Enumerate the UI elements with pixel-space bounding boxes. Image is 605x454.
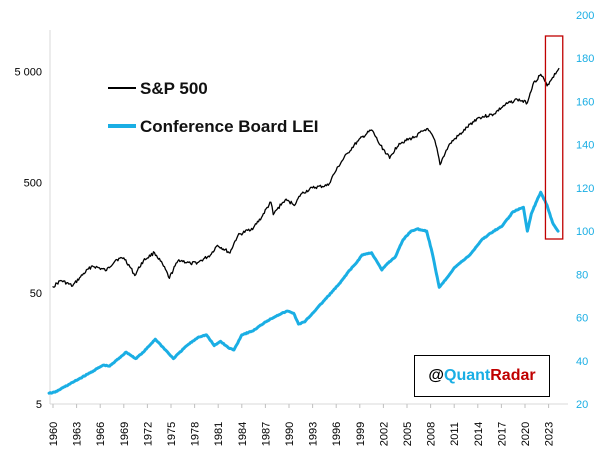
- right-tick-label: 120: [576, 183, 594, 195]
- x-tick-label: 1966: [95, 422, 107, 446]
- right-tick-label: 160: [576, 96, 594, 108]
- right-tick-label: 60: [576, 313, 588, 325]
- left-tick-label: 50: [30, 288, 42, 300]
- highlight-box: [544, 35, 564, 240]
- right-tick-label: 80: [576, 269, 588, 281]
- right-tick-label: 200: [576, 10, 594, 22]
- x-tick-label: 2002: [378, 422, 390, 446]
- x-tick-label: 1990: [284, 422, 296, 446]
- x-axis: 1960 1963 1966 1969 1972 1975 1978 1981 1984 1987…: [48, 404, 556, 446]
- x-tick-label: 2023: [544, 422, 556, 446]
- series-line-lei: [47, 190, 560, 395]
- left-axis: 5 50 500 5 000: [14, 66, 42, 411]
- left-tick-label: 5 000: [14, 66, 42, 78]
- watermark-box: @ Quant Radar: [414, 355, 550, 397]
- legend-label: Conference Board LEI: [140, 117, 319, 136]
- x-tick-label: 1972: [142, 422, 154, 446]
- x-tick-label: 1978: [190, 422, 202, 446]
- legend-label: S&P 500: [140, 79, 208, 98]
- x-tick-label: 2008: [426, 422, 438, 446]
- plot-area: [49, 30, 568, 405]
- x-tick-label: 2020: [520, 422, 532, 446]
- left-tick-label: 5: [36, 399, 42, 411]
- watermark-radar: Radar: [490, 367, 536, 384]
- x-tick-label: 2017: [496, 422, 508, 446]
- x-tick-label: 1975: [166, 422, 178, 446]
- x-tick-label: 2011: [449, 422, 461, 446]
- right-tick-label: 100: [576, 226, 594, 238]
- x-tick-label: 1999: [355, 422, 367, 446]
- series-line-sp500: [52, 67, 560, 288]
- right-tick-label: 40: [576, 356, 588, 368]
- right-tick-label: 180: [576, 53, 594, 65]
- watermark-quant: Quant: [444, 367, 491, 384]
- x-tick-label: 1981: [213, 422, 225, 446]
- x-tick-label: 1987: [260, 422, 272, 446]
- legend: S&P 500 Conference Board LEI: [108, 79, 319, 136]
- x-tick-label: 2005: [402, 422, 414, 446]
- x-tick-label: 1996: [331, 422, 343, 446]
- x-tick-label: 1993: [308, 422, 320, 446]
- x-tick-label: 1969: [119, 422, 131, 446]
- series-group: [47, 35, 564, 395]
- watermark-at: @: [428, 367, 445, 384]
- x-tick-label: 2014: [473, 422, 485, 446]
- left-tick-label: 500: [24, 177, 42, 189]
- right-tick-label: 20: [576, 399, 588, 411]
- right-axis: 20 40 60 80 100 120 140 160 180 200: [576, 10, 594, 411]
- x-tick-label: 1984: [237, 422, 249, 446]
- right-tick-label: 140: [576, 140, 594, 152]
- x-tick-label: 1960: [48, 422, 60, 446]
- x-tick-label: 1963: [72, 422, 84, 446]
